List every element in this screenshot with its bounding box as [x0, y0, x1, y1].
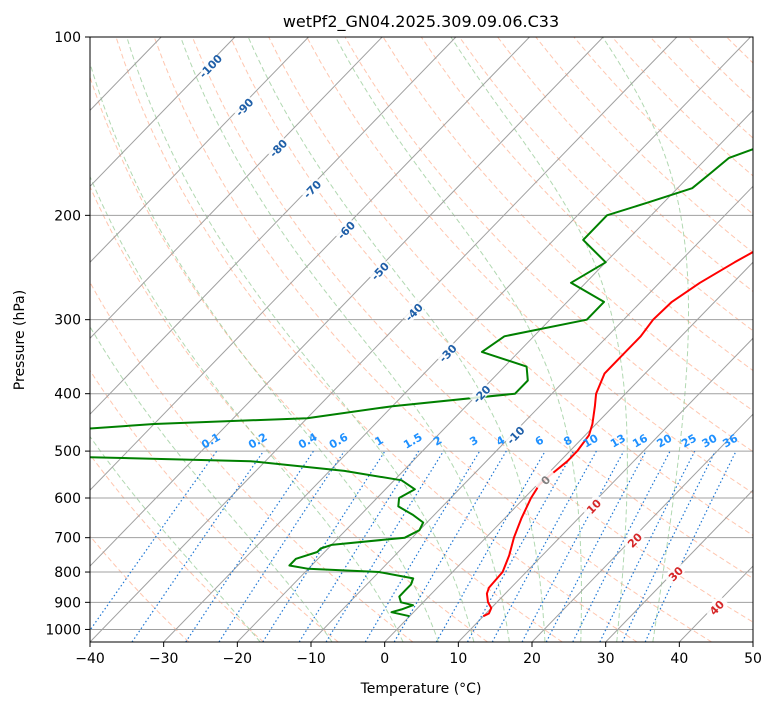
isotherm-label-background: [622, 527, 647, 552]
y-tick-label: 1000: [45, 622, 81, 638]
isotherm-line: [90, 37, 383, 339]
isotherm-line: [163, 37, 751, 642]
mixing-ratio-line: [521, 450, 625, 642]
y-tick-label: 300: [54, 313, 81, 329]
dry-adiabat-line: [230, 37, 753, 579]
y-axis: 100 200 300 400 500 600 700 800 900 1000: [45, 30, 90, 638]
temperature-profile-line: [482, 250, 753, 618]
isotherm-line: [310, 185, 753, 642]
moist-adiabat-line: [450, 37, 628, 642]
x-tick-label: −30: [149, 651, 179, 667]
dry-adiabat-line: [420, 37, 753, 372]
moist-adiabat-line: [247, 37, 546, 642]
x-tick-label: −20: [223, 651, 253, 667]
isotherm-line: [90, 37, 678, 642]
moist-adiabat-line: [90, 61, 439, 642]
isotherm-label-background: [333, 217, 358, 242]
isotherm-line: [236, 109, 753, 642]
x-tick-label: −40: [75, 651, 105, 667]
y-tick-label: 500: [54, 444, 81, 460]
x-tick-label: 10: [449, 651, 467, 667]
y-tick-label: 600: [54, 491, 81, 507]
dewpoint-profile-line: [90, 148, 753, 618]
y-tick-label: 800: [54, 565, 81, 581]
mixing-ratio-line: [90, 450, 218, 632]
dry-adiabat-line: [115, 37, 638, 642]
isotherm-line: [90, 37, 530, 491]
y-axis-title: Pressure (hPa): [12, 290, 28, 390]
isotherm-label-background: [401, 299, 426, 324]
dry-adiabat-line: [90, 185, 488, 642]
x-tick-label: 30: [597, 651, 615, 667]
mixing-ratio-line: [131, 450, 265, 642]
moist-adiabat-line: [90, 435, 261, 642]
isotherm-label-background: [265, 135, 290, 160]
moist-adiabat-line: [180, 37, 510, 642]
x-tick-label: −10: [296, 651, 326, 667]
mixing-ratio-line: [599, 450, 696, 642]
background-lines: [90, 37, 753, 642]
x-tick-label: 20: [523, 651, 541, 667]
dry-adiabat-line: [153, 37, 712, 642]
x-tick-label: 50: [744, 651, 762, 667]
isotherm-label-background: [435, 340, 460, 365]
x-axis: −40 −30 −20 −10 0 10 20 30 40 50: [75, 642, 762, 667]
moist-adiabat-line: [126, 37, 475, 642]
data-lines: [90, 148, 753, 618]
dry-adiabat-line: [90, 281, 414, 642]
y-tick-label: 700: [54, 531, 81, 547]
isotherm-label-background: [231, 94, 256, 119]
isotherm-label-background: [663, 561, 687, 586]
isotherm-line: [605, 489, 753, 642]
y-tick-label: 100: [54, 30, 81, 46]
dry-adiabat-line: [497, 37, 753, 293]
chart-title: wetPf2_GN04.2025.309.09.06.C33: [283, 12, 559, 32]
mixing-ratio-line: [262, 450, 386, 642]
mixing-ratio-line: [572, 450, 671, 642]
moist-adiabat-line: [90, 175, 404, 642]
isotherm-line: [384, 261, 753, 642]
isotherm-line: [457, 337, 753, 642]
x-axis-title: Temperature (°C): [360, 681, 482, 697]
y-tick-label: 900: [54, 595, 81, 611]
isotherm-label-background: [502, 422, 527, 447]
x-tick-label: 0: [380, 651, 389, 667]
isotherm-label-background: [704, 594, 728, 619]
mixing-ratio-line: [466, 450, 575, 642]
mixing-ratio-line: [325, 450, 445, 642]
dry-adiabat-line: [306, 37, 753, 494]
moist-adiabat-line: [90, 325, 333, 642]
mixing-ratio-line: [185, 450, 314, 642]
y-tick-label: 400: [54, 387, 81, 403]
isotherm-label-background: [581, 493, 606, 518]
mixing-ratio-line: [491, 450, 597, 642]
isotherm-label-background: [469, 381, 493, 406]
plot-frame: [89, 36, 754, 643]
dry-adiabat-line: [90, 369, 339, 642]
dry-adiabat-line: [344, 37, 753, 453]
isotherm-line: [90, 37, 457, 415]
isotherm-line: [90, 37, 236, 188]
mixing-ratio-line: [218, 450, 345, 642]
isotherm-label-background: [299, 176, 324, 201]
isotherm-line: [90, 37, 604, 567]
isotherm-line: [90, 37, 309, 263]
isotherm-label-background: [197, 53, 222, 78]
dry-adiabat-line: [90, 75, 563, 642]
y-tick-label: 200: [54, 208, 81, 224]
isotherm-label-background: [367, 258, 392, 283]
x-tick-label: 40: [670, 651, 688, 667]
dry-adiabat-line: [90, 535, 190, 642]
isotherm-label-background: [532, 467, 557, 492]
moist-adiabat-line: [602, 37, 689, 642]
